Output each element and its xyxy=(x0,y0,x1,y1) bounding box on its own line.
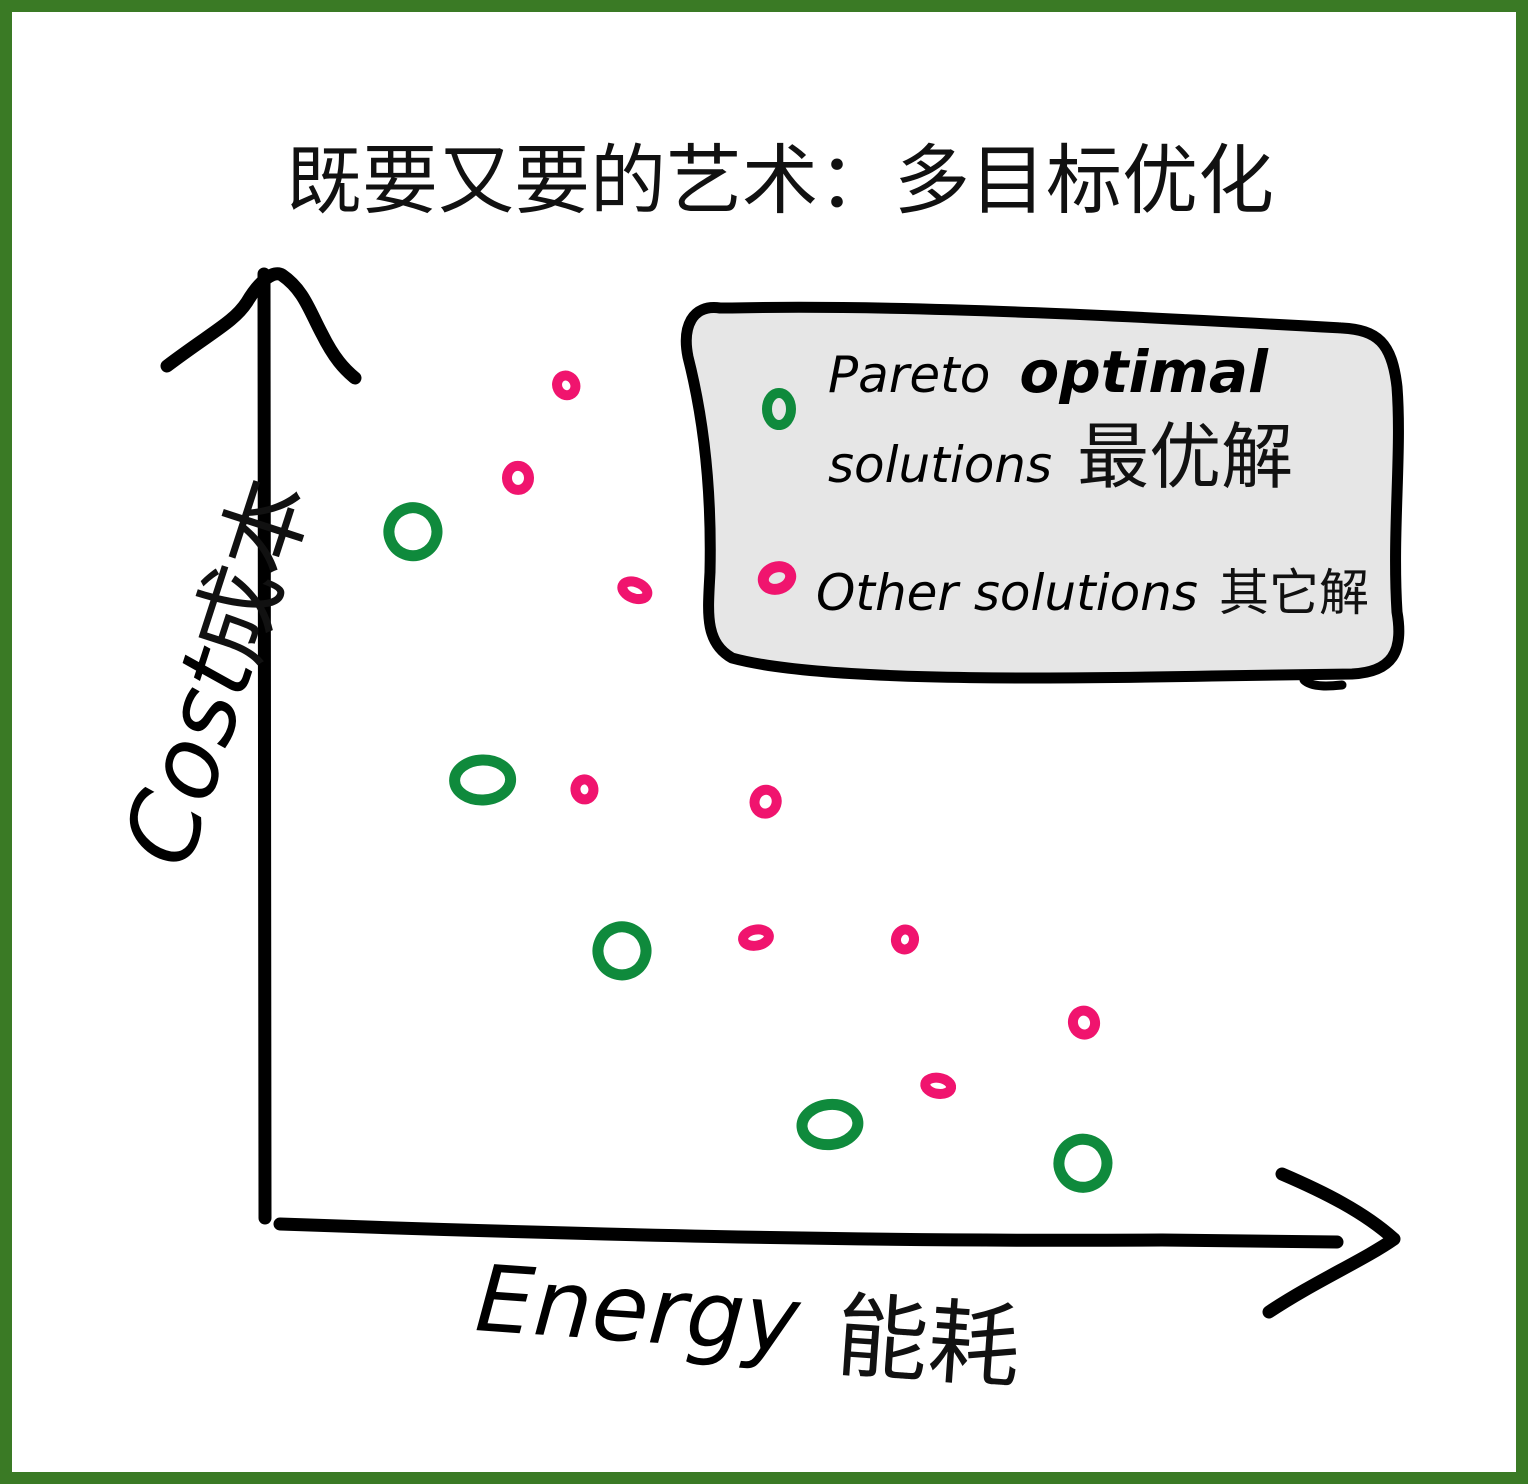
x-axis-label: Energy 能耗 xyxy=(472,1245,1024,1402)
legend-pareto-word-pareto: Pareto xyxy=(828,346,990,404)
other-point-4 xyxy=(570,774,599,805)
other-point-9 xyxy=(920,1072,957,1099)
x-axis-arrowhead xyxy=(1262,1167,1401,1319)
legend-pareto-label-line1: Pareto optimal xyxy=(828,338,1269,406)
y-axis-arrowhead xyxy=(160,267,362,385)
chart-canvas: 既要又要的艺术：多目标优化 Cost 成本 Energy 能耗 Pareto o… xyxy=(101,136,1405,1402)
other-point-6 xyxy=(738,924,774,951)
legend-pareto-cn: 最优解 xyxy=(1077,415,1293,499)
pareto-point-1 xyxy=(383,502,443,562)
legend-other-label: Other solutions 其它解 xyxy=(816,564,1369,622)
legend-box-tail xyxy=(1299,675,1347,691)
x-axis-label-en: Energy xyxy=(472,1245,804,1374)
legend: Pareto optimal solutions 最优解 Other solut… xyxy=(680,301,1405,691)
legend-box xyxy=(680,301,1405,684)
legend-pareto-label-line2: solutions 最优解 xyxy=(828,415,1293,499)
pareto-point-5 xyxy=(1053,1133,1113,1193)
y-axis-label-cn: 成本 xyxy=(173,466,332,674)
y-axis-line xyxy=(257,267,272,1225)
legend-pareto-marker-icon xyxy=(762,388,796,430)
other-point-5 xyxy=(749,784,782,819)
legend-other-en: Other solutions xyxy=(816,564,1198,622)
x-axis-label-cn: 能耗 xyxy=(833,1282,1024,1402)
pareto-point-2 xyxy=(449,754,517,806)
legend-other-cn: 其它解 xyxy=(1219,564,1369,622)
data-points xyxy=(383,370,1113,1193)
legend-other-marker-icon xyxy=(757,561,797,595)
axes xyxy=(160,267,1401,1319)
y-axis-label: Cost 成本 xyxy=(101,466,332,880)
y-axis-label-en: Cost xyxy=(101,634,278,880)
chart-title: 既要又要的艺术：多目标优化 xyxy=(286,136,1274,225)
other-point-8 xyxy=(1067,1005,1101,1040)
chart-frame: 既要又要的艺术：多目标优化 Cost 成本 Energy 能耗 Pareto o… xyxy=(12,12,1516,1472)
legend-pareto-word-optimal: optimal xyxy=(1019,338,1269,406)
other-point-7 xyxy=(890,924,920,955)
other-point-3 xyxy=(617,576,653,605)
other-point-2 xyxy=(501,460,534,495)
pareto-point-4 xyxy=(796,1098,864,1151)
legend-pareto-word-solutions: solutions xyxy=(828,436,1052,494)
x-axis-line xyxy=(273,1217,1344,1249)
other-point-1 xyxy=(552,370,581,401)
pareto-point-3 xyxy=(592,921,652,981)
